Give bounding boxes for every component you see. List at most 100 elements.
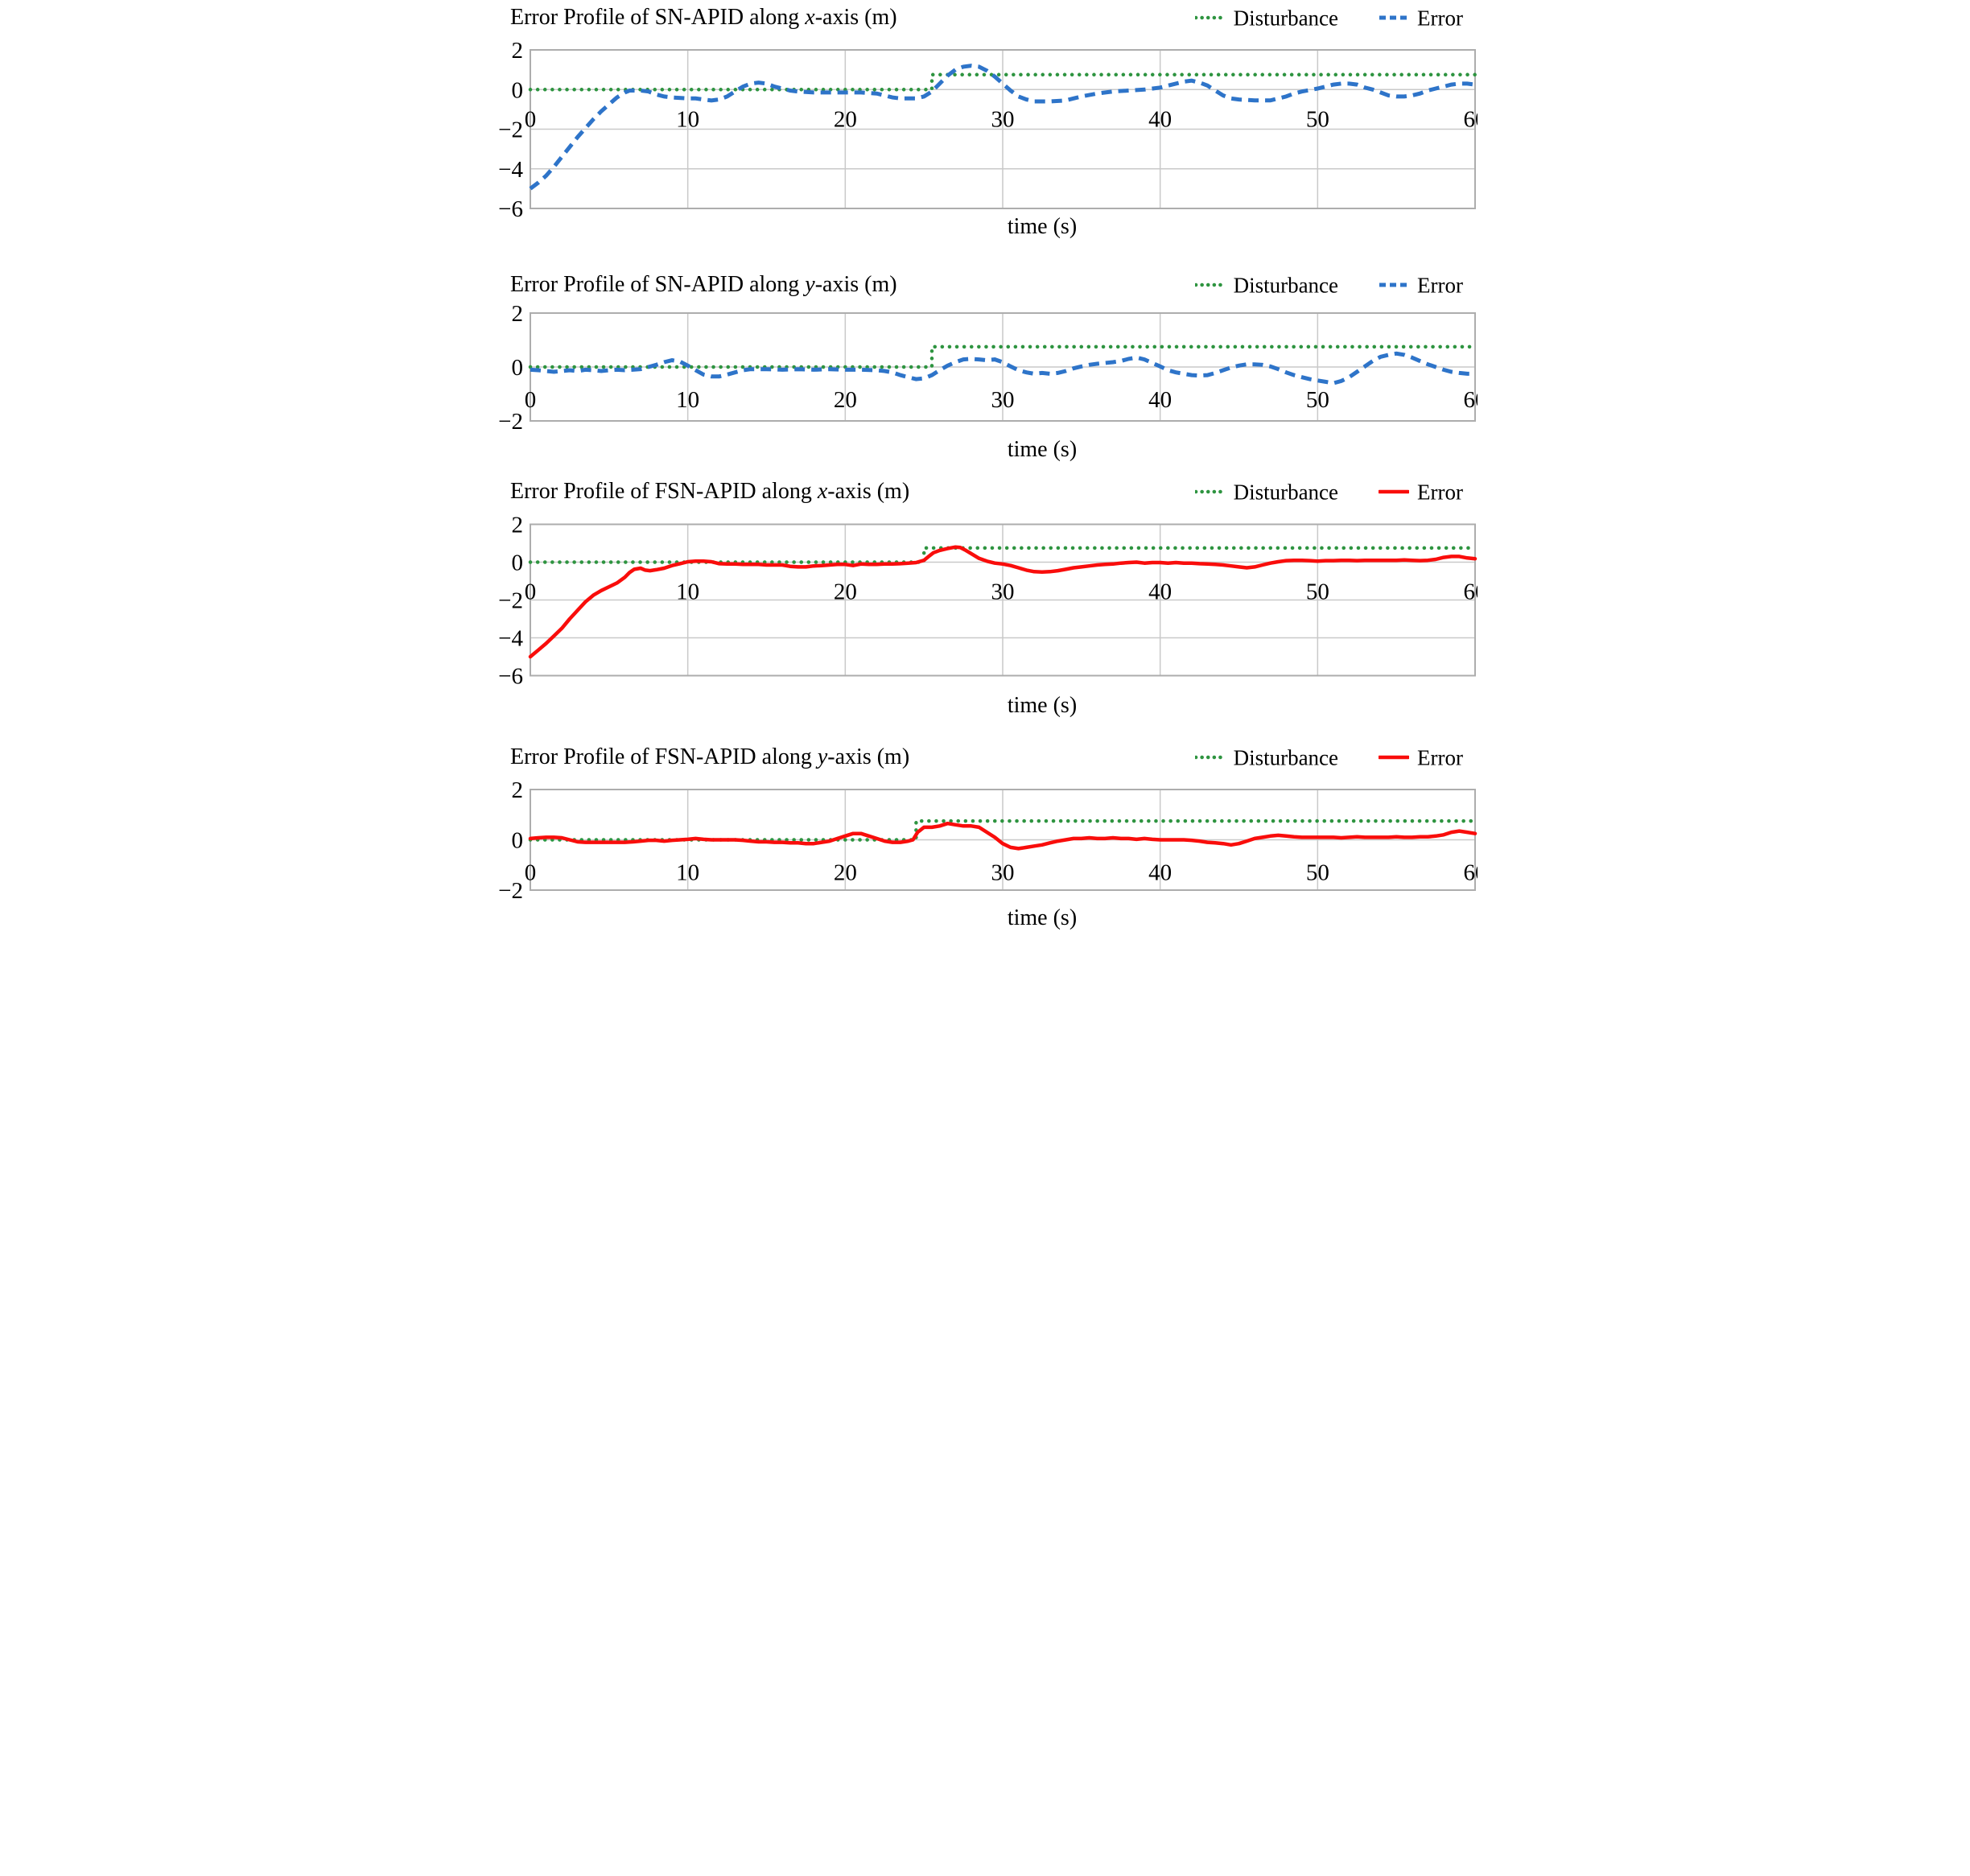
x-tick-label: 10 [676,106,699,132]
series-disturbance-line [528,818,1478,842]
x-tick-label: 20 [834,387,857,413]
chart-title: Error Profile of SN-APID along x-axis (m… [510,2,897,34]
x-tick-label: 40 [1148,860,1172,886]
chart-sn-apid-y: 20−20102030405060 Error Profile of SN-AP… [492,258,1478,471]
chart-header: Error Profile of SN-APID along y-axis (m… [492,269,1478,304]
y-tick-label: −6 [498,196,523,222]
x-tick-label: 0 [525,387,537,413]
title-axis-letter: x [805,5,815,30]
x-axis-title: time (s) [1007,437,1078,462]
title-axis-letter: y [817,744,828,769]
title-prefix: Error Profile of FSN-APID along [510,744,818,769]
legend-item-error: Error [1379,269,1463,301]
chart-title: Error Profile of FSN-APID along x-axis (… [510,476,909,508]
chart-sn-apid-x: 20−2−4−60102030405060 Error Profile of S… [492,0,1478,258]
x-tick-label: 60 [1464,860,1478,886]
x-axis-title: time (s) [1007,214,1078,239]
legend: Disturbance Error [1158,2,1463,34]
plot-area-fsn-apid-y: 20−20102030405060 [498,777,1478,904]
legend: Disturbance Error [1158,476,1463,508]
x-axis-title: time (s) [1007,693,1078,718]
plot-border [530,49,1476,209]
chart-title: Error Profile of FSN-APID along y-axis (… [510,741,909,773]
plot-area-sn-apid-y: 20−20102030405060 [498,301,1478,435]
chart-header: Error Profile of FSN-APID along y-axis (… [492,741,1478,777]
chart-title: Error Profile of SN-APID along y-axis (m… [510,269,897,301]
y-tick-label: −4 [498,626,523,652]
legend-item-error: Error [1377,741,1463,773]
chart-fsn-apid-x: 20−2−4−60102030405060 Error Profile of F… [492,471,1478,736]
chart-fsn-apid-y: 20−20102030405060 Error Profile of FSN-A… [492,736,1478,938]
error-profile-figure: 20−2−4−60102030405060 Error Profile of S… [492,0,1478,938]
x-tick-label: 10 [676,387,699,413]
chart-header: Error Profile of FSN-APID along x-axis (… [492,476,1478,511]
y-tick-label: 2 [512,301,524,327]
disturbance-line-sample [1193,16,1226,20]
legend: Disturbance Error [1158,269,1463,301]
y-tick-label: 0 [512,828,524,854]
x-axis-title: time (s) [1007,905,1078,930]
chart-header: Error Profile of SN-APID along x-axis (m… [492,2,1478,37]
plot-border [530,523,1476,677]
legend-label-disturbance: Disturbance [1233,6,1339,31]
series-error-line [528,821,1478,851]
y-tick-label: 0 [512,77,524,103]
plot-area-sn-apid-x: 20−2−4−60102030405060 [498,38,1478,222]
series-disturbance-line [528,344,1478,369]
x-tick-label: 30 [991,106,1015,132]
y-tick-label: 2 [512,777,524,803]
y-tick-label: 2 [512,513,524,538]
legend-label-error: Error [1417,480,1463,505]
title-suffix: -axis (m) [814,5,897,30]
title-suffix: -axis (m) [827,479,910,504]
legend-label-disturbance: Disturbance [1233,273,1339,298]
x-tick-label: 50 [1306,579,1329,605]
legend-item-error: Error [1377,476,1463,508]
x-tick-label: 50 [1306,860,1329,886]
legend-item-disturbance: Disturbance [1193,2,1339,34]
legend-label-disturbance: Disturbance [1233,480,1339,505]
x-tick-label: 20 [834,860,857,886]
series-error-line [529,64,1476,191]
legend-item-disturbance: Disturbance [1193,476,1339,508]
x-tick-label: 40 [1148,106,1172,132]
series-disturbance-line [528,72,1478,92]
legend-label-error: Error [1417,745,1463,770]
y-tick-label: −2 [498,118,523,143]
x-tick-label: 60 [1464,387,1478,413]
x-tick-label: 20 [834,579,857,605]
legend-label-error: Error [1417,273,1463,298]
disturbance-line-sample [1193,283,1226,287]
x-tick-label: 10 [676,860,699,886]
y-tick-label: −4 [498,157,523,183]
x-tick-label: 30 [991,860,1015,886]
x-tick-label: 40 [1148,579,1172,605]
x-tick-label: 30 [991,579,1015,605]
x-tick-label: 0 [525,860,537,886]
title-suffix: -axis (m) [827,744,910,769]
series-disturbance-line [528,546,1478,564]
error-line-sample [1377,490,1411,494]
disturbance-line-sample [1193,490,1226,494]
y-tick-label: −6 [498,664,523,690]
x-tick-label: 40 [1148,387,1172,413]
error-line-sample [1379,282,1409,287]
x-tick-label: 60 [1464,106,1478,132]
x-tick-label: 60 [1464,579,1478,605]
legend: Disturbance Error [1158,741,1463,773]
y-tick-label: −2 [498,878,523,904]
y-tick-label: −2 [498,409,523,435]
x-tick-label: 0 [525,579,537,605]
y-tick-label: 2 [512,38,524,64]
x-tick-label: 30 [991,387,1015,413]
disturbance-line-sample [1193,756,1226,760]
title-prefix: Error Profile of SN-APID along [510,272,806,297]
x-tick-label: 0 [525,106,537,132]
title-prefix: Error Profile of FSN-APID along [510,479,818,504]
legend-item-disturbance: Disturbance [1193,741,1338,773]
error-line-sample [1377,756,1411,760]
x-tick-label: 20 [834,106,857,132]
y-tick-label: 0 [512,355,524,381]
series-error-line [528,545,1478,659]
y-tick-label: 0 [512,550,524,576]
